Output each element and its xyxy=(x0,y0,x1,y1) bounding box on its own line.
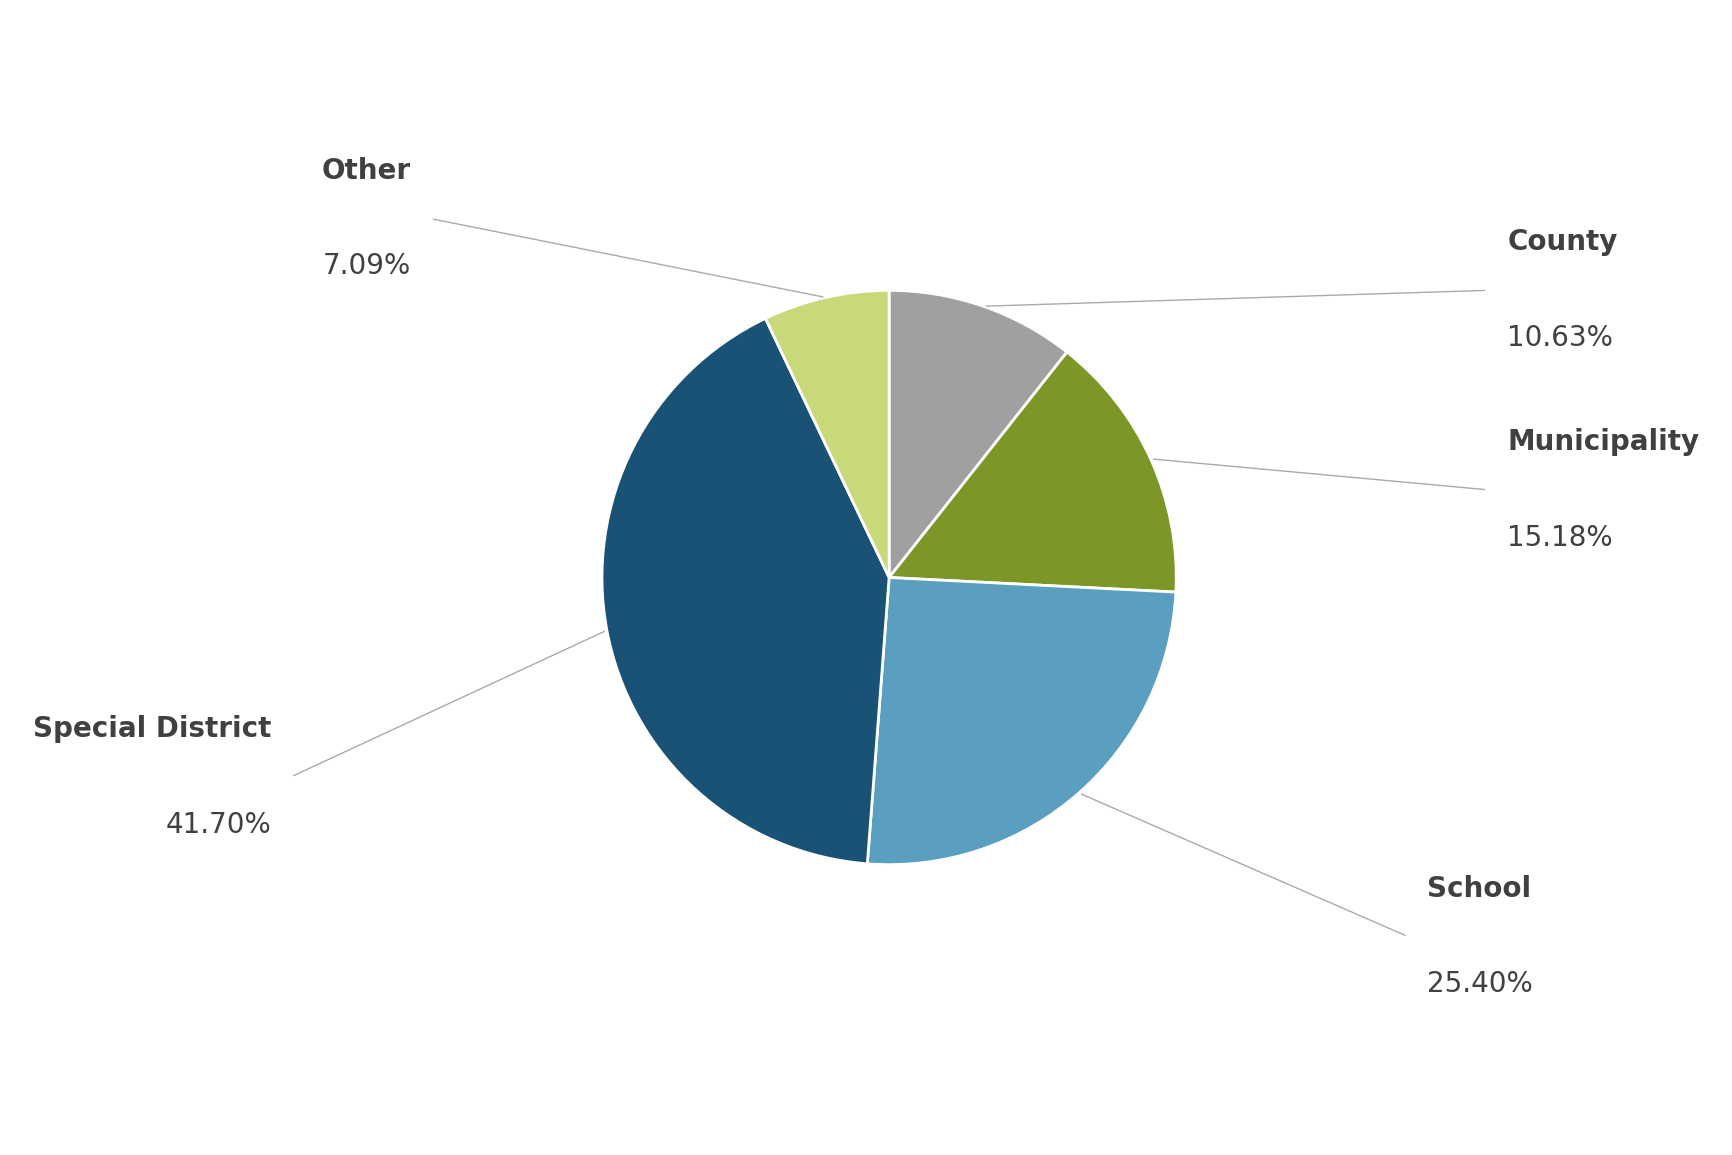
Text: Special District: Special District xyxy=(33,715,270,743)
Text: 15.18%: 15.18% xyxy=(1507,523,1612,552)
Wedge shape xyxy=(603,319,889,864)
Text: 41.70%: 41.70% xyxy=(165,811,270,839)
Text: Other: Other xyxy=(322,157,410,185)
Wedge shape xyxy=(889,290,1067,578)
Text: 7.09%: 7.09% xyxy=(322,253,410,281)
Text: 10.63%: 10.63% xyxy=(1507,325,1612,352)
Text: County: County xyxy=(1507,229,1618,256)
Text: School: School xyxy=(1427,874,1531,902)
Text: 25.40%: 25.40% xyxy=(1427,970,1533,998)
Text: Municipality: Municipality xyxy=(1507,427,1699,456)
Wedge shape xyxy=(766,290,889,578)
Wedge shape xyxy=(868,578,1176,865)
Wedge shape xyxy=(889,352,1176,593)
